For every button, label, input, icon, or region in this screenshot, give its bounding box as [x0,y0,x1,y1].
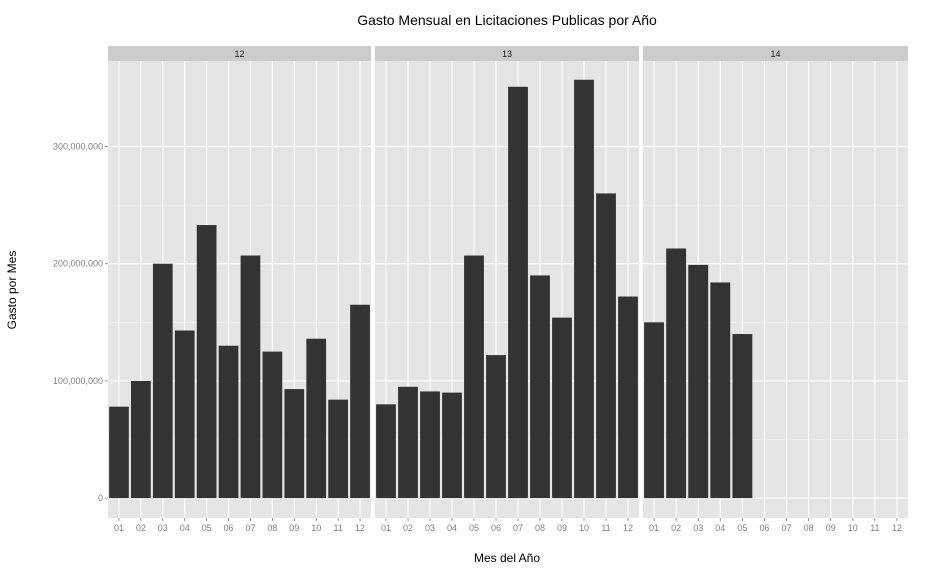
bar-13-07 [508,86,528,499]
facet-13: 13 01 02 03 04 05 06 07 08 09 10 11 12 [375,46,639,533]
x-tick-label: 07 [513,523,523,533]
bar-12-09 [284,389,305,499]
x-tick-label: 11 [870,523,879,533]
bar-12-12 [350,304,370,499]
x-tick-label: 07 [245,523,255,533]
x-tick-label: 08 [804,523,814,533]
bar-13-01 [376,404,396,499]
x-tick-label: 04 [180,523,190,533]
facet-strip [375,46,639,61]
x-tick-label: 11 [333,523,342,533]
facet-strip [643,46,908,61]
x-tick-label: 07 [782,523,792,533]
x-tick-label: 11 [601,523,610,533]
x-tick-label: 12 [355,523,365,533]
bar-12-05 [196,225,217,499]
facet-12: 12 01 02 03 04 05 06 07 08 09 10 11 12 [108,46,371,533]
bar-13-09 [552,317,572,499]
bar-13-08 [530,275,550,499]
y-tick-label: 100,000,000 [53,376,103,386]
x-tick-label: 02 [671,523,681,533]
bar-13-10 [574,79,594,499]
bar-12-06 [218,345,239,499]
y-axis: 0 100,000,000 200,000,000 300,000,000 [53,142,108,503]
bar-12-11 [328,399,348,499]
facet-strip-label: 13 [502,49,512,59]
x-tick-label: 01 [649,523,659,533]
x-tick-label: 01 [114,523,124,533]
facet-strip [108,46,371,61]
y-tick-label: 200,000,000 [53,259,103,269]
facet-panel-bg [375,61,639,518]
facet-strip-label: 12 [234,49,244,59]
bar-13-03 [420,391,440,499]
x-tick-label: 10 [848,523,858,533]
x-axis-title: Mes del Año [474,551,540,565]
x-tick-label: 06 [224,523,234,533]
x-tick-label: 05 [737,523,747,533]
bar-12-02 [131,380,151,499]
facet-panel-bg [108,61,371,518]
y-tick-label: 0 [98,493,103,503]
x-tick-label: 03 [693,523,703,533]
y-tick-label: 300,000,000 [53,142,103,152]
facet-panel-bg [643,61,908,518]
bar-13-12 [618,296,638,499]
bar-12-01 [109,406,129,499]
x-tick-label: 05 [202,523,212,533]
bar-14-03 [688,264,709,499]
x-tick-label: 01 [381,523,391,533]
bar-13-04 [442,392,462,499]
bar-13-02 [398,386,418,499]
x-tick-label: 05 [469,523,479,533]
x-tick-label: 02 [403,523,413,533]
x-tick-label: 10 [579,523,589,533]
x-tick-label: 09 [289,523,299,533]
x-tick-label: 12 [623,523,633,533]
x-tick-label: 02 [136,523,146,533]
x-tick-label: 04 [715,523,725,533]
y-axis-title: Gasto por Mes [5,251,19,330]
x-tick-label: 09 [826,523,836,533]
bar-14-02 [666,248,687,499]
facet-14: 14 01 02 03 04 05 06 07 08 09 10 11 12 [643,46,908,533]
bar-12-03 [152,263,173,499]
x-tick-label: 03 [425,523,435,533]
facet-panels: 12 01 02 03 04 05 06 07 08 09 10 11 12 13 01 02 03 04 05 06… [108,46,908,533]
bar-14-05 [732,334,753,499]
x-tick-label: 06 [491,523,501,533]
x-tick-label: 10 [311,523,321,533]
x-tick-label: 04 [447,523,457,533]
bar-14-01 [644,322,664,499]
x-tick-label: 08 [535,523,545,533]
bar-12-08 [262,351,283,499]
facet-strip-label: 14 [770,49,780,59]
bar-12-04 [174,330,195,499]
x-tick-label: 08 [267,523,277,533]
bar-12-10 [306,338,327,499]
x-tick-label: 06 [759,523,769,533]
bar-13-05 [464,255,484,499]
bar-13-11 [596,193,616,499]
x-tick-label: 12 [892,523,902,533]
bar-13-06 [486,355,506,499]
bar-14-04 [710,282,731,499]
chart-title: Gasto Mensual en Licitaciones Publicas p… [357,12,657,28]
bar-12-07 [240,255,261,499]
x-tick-label: 09 [557,523,567,533]
x-tick-label: 03 [158,523,168,533]
